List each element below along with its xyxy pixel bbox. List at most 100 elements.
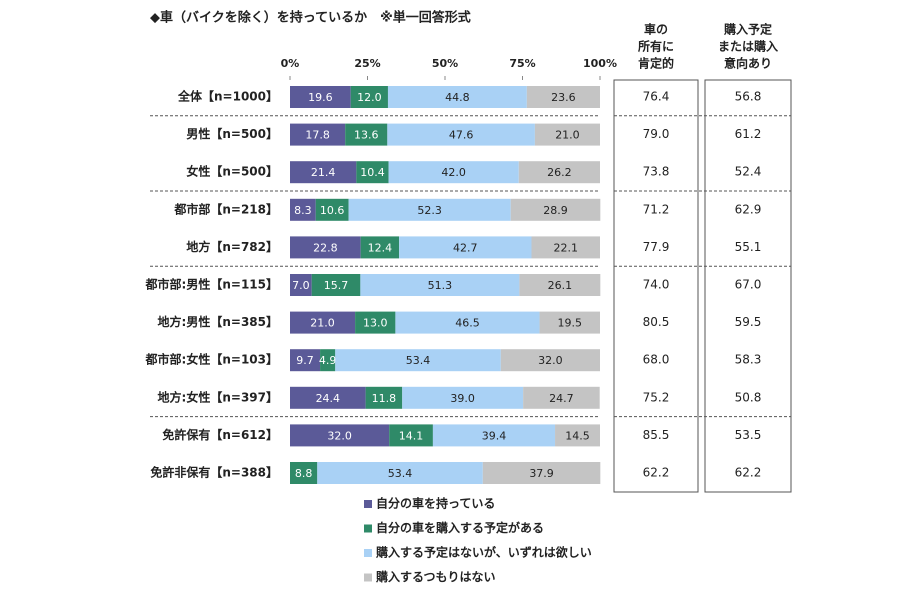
x-tick-label: 50% — [432, 57, 458, 70]
table-cell: 52.4 — [735, 165, 762, 179]
category-label: 都市部:男性【n=115】 — [145, 277, 278, 292]
table-cell: 73.8 — [643, 165, 670, 179]
category-label: 男性【n=500】 — [186, 126, 278, 141]
legend-swatch — [364, 573, 372, 582]
value-label: 21.0 — [555, 129, 580, 142]
bar-segment — [290, 123, 346, 146]
value-label: 39.0 — [450, 392, 475, 405]
value-label: 14.5 — [565, 429, 590, 442]
bar-segment — [432, 424, 556, 447]
legend-swatch — [364, 524, 372, 533]
value-label: 21.4 — [311, 166, 336, 179]
table-cell: 61.2 — [735, 127, 762, 141]
bar-segment — [315, 198, 349, 221]
bar-segment — [290, 198, 316, 221]
bar-segment — [519, 274, 601, 296]
legend-label: 自分の車を購入する予定がある — [376, 520, 544, 535]
bar-segment — [534, 123, 600, 146]
value-label: 39.4 — [482, 429, 507, 442]
legend-swatch — [364, 500, 372, 508]
table-header: 車の — [644, 22, 668, 37]
value-label: 44.8 — [445, 91, 470, 104]
bar-segment — [317, 462, 483, 484]
table-cell: 76.4 — [643, 90, 670, 104]
value-label: 22.8 — [313, 241, 338, 254]
bar-segment — [402, 386, 524, 409]
bar-segment — [555, 424, 600, 447]
bar-segment — [356, 161, 389, 184]
table-box — [613, 79, 699, 493]
bar-segment — [350, 86, 388, 108]
value-label: 7.0 — [292, 279, 310, 292]
value-label: 9.7 — [296, 354, 314, 367]
bar-segment — [348, 198, 511, 221]
x-tick-label: 75% — [509, 57, 535, 70]
table-cell: 62.9 — [735, 202, 762, 216]
value-label: 8.8 — [295, 467, 313, 480]
value-label: 24.4 — [316, 392, 341, 405]
table-cell: 77.9 — [643, 240, 670, 254]
chart-title: ◆車（バイクを除く）を持っているか ※単一回答形式 — [150, 10, 471, 26]
bar-segment — [510, 198, 601, 221]
value-label: 26.2 — [547, 166, 572, 179]
table-cell: 68.0 — [643, 353, 670, 367]
table-header: 肯定的 — [638, 56, 674, 71]
value-label: 32.0 — [538, 354, 563, 367]
x-tick-label: 100% — [583, 57, 617, 70]
value-label: 42.7 — [453, 241, 478, 254]
table-header: または購入 — [718, 39, 778, 54]
table-cell: 62.2 — [643, 466, 670, 480]
bar-segment — [290, 349, 321, 372]
table-cell: 85.5 — [643, 428, 670, 442]
legend-label: 購入するつもりはない — [375, 569, 496, 584]
bar-segment — [387, 123, 535, 146]
value-label: 10.6 — [320, 204, 345, 217]
table-cell: 80.5 — [643, 315, 670, 329]
bar-segment — [290, 86, 351, 108]
value-label: 11.8 — [372, 392, 397, 405]
bar-segment — [290, 462, 318, 484]
table-header: 所有に — [638, 39, 674, 54]
bar-segment — [335, 349, 501, 372]
bar-segment — [482, 462, 601, 484]
bar-segment — [311, 274, 361, 296]
table-cell: 79.0 — [643, 127, 670, 141]
value-label: 23.6 — [551, 91, 576, 104]
bar-segment — [518, 161, 600, 184]
table-box — [704, 79, 792, 493]
value-label: 21.0 — [310, 317, 335, 330]
value-label: 22.1 — [553, 241, 578, 254]
legend-label: 購入する予定はないが、いずれは欲しい — [375, 545, 592, 560]
bar-segment — [345, 123, 388, 146]
value-label: 42.0 — [441, 166, 466, 179]
bar-segment — [290, 386, 366, 409]
bar-segment — [395, 311, 540, 334]
category-label: 都市部【n=218】 — [173, 201, 278, 216]
table-header: 意向あり — [724, 56, 772, 71]
bar-segment — [526, 86, 600, 108]
table-cell: 75.2 — [643, 390, 670, 404]
value-label: 24.7 — [549, 392, 574, 405]
bar-segment — [290, 236, 361, 259]
bar-segment — [531, 236, 600, 259]
bar-segment — [523, 386, 600, 409]
value-label: 15.7 — [324, 279, 349, 292]
bar-segment — [399, 236, 532, 259]
table-cell: 62.2 — [735, 466, 762, 480]
bar-segment — [389, 424, 433, 447]
table-cell: 74.0 — [643, 278, 670, 292]
category-label: 女性【n=500】 — [186, 164, 278, 179]
category-label: 地方【n=782】 — [186, 239, 278, 254]
table-header: 購入予定 — [723, 22, 772, 37]
bar-segment — [539, 311, 600, 334]
value-label: 17.8 — [305, 129, 330, 142]
table-cell: 53.5 — [735, 428, 762, 442]
x-tick-label: 25% — [354, 57, 380, 70]
table-cell: 56.8 — [735, 90, 762, 104]
value-label: 10.4 — [360, 166, 385, 179]
value-label: 13.6 — [354, 129, 379, 142]
bar-segment — [355, 311, 396, 334]
legend-swatch — [364, 549, 372, 557]
value-label: 37.9 — [529, 467, 554, 480]
bar-segment — [500, 349, 600, 372]
